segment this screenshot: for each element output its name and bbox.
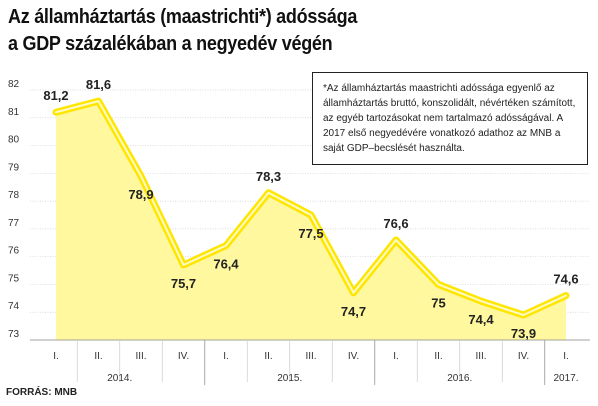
- chart-title-line-2: a GDP százalékában a negyedév végén: [8, 33, 333, 55]
- x-tick-label: II.: [94, 351, 102, 362]
- x-tick-label: III.: [305, 351, 316, 362]
- year-label: 2016.: [447, 373, 472, 384]
- source-label: FORRÁS: MNB: [6, 387, 78, 398]
- y-tick-label: 74: [8, 301, 20, 312]
- year-label: 2017.: [553, 373, 578, 384]
- x-tick-label: IV.: [348, 351, 359, 362]
- x-tick-label: IV.: [178, 351, 189, 362]
- series-line-highlight: [55, 100, 567, 316]
- y-tick-label: 73: [8, 329, 20, 340]
- data-label: 74,6: [553, 272, 578, 287]
- x-tick-label: II.: [264, 351, 272, 362]
- footnote-box: *Az államháztartás maastrichti adóssága …: [312, 72, 588, 165]
- x-tick-label: III.: [135, 351, 146, 362]
- x-tick-label: I.: [563, 351, 569, 362]
- data-label: 81,2: [43, 88, 68, 103]
- data-label: 75: [431, 295, 445, 310]
- y-tick-label: 76: [8, 246, 20, 257]
- x-tick-label: I.: [393, 351, 399, 362]
- y-tick-label: 81: [8, 107, 20, 118]
- year-label: 2015.: [277, 373, 302, 384]
- data-label: 74,7: [341, 304, 366, 319]
- data-label: 73,9: [511, 326, 536, 341]
- x-tick-label: II.: [434, 351, 442, 362]
- data-label: 81,6: [86, 77, 111, 92]
- y-tick-label: 75: [8, 273, 20, 284]
- year-label: 2014.: [107, 373, 132, 384]
- x-tick-label: III.: [475, 351, 486, 362]
- data-label: 75,7: [171, 276, 196, 291]
- x-tick-label: I.: [53, 351, 59, 362]
- y-tick-label: 77: [8, 218, 20, 229]
- data-label: 76,4: [213, 257, 239, 272]
- data-label: 78,3: [256, 169, 281, 184]
- data-label: 74,4: [468, 312, 494, 327]
- y-tick-label: 82: [8, 79, 20, 90]
- chart-title-line-1: Az államháztartás (maastrichti*) adósság…: [8, 6, 358, 28]
- y-tick-label: 79: [8, 162, 20, 173]
- x-tick-label: IV.: [518, 351, 529, 362]
- data-label: 77,5: [298, 226, 323, 241]
- x-tick-label: I.: [223, 351, 229, 362]
- y-tick-label: 78: [8, 190, 20, 201]
- data-label: 76,6: [383, 216, 408, 231]
- y-tick-label: 80: [8, 135, 20, 146]
- chart-title: Az államháztartás (maastrichti*) adósság…: [8, 4, 422, 58]
- data-label: 78,9: [128, 187, 153, 202]
